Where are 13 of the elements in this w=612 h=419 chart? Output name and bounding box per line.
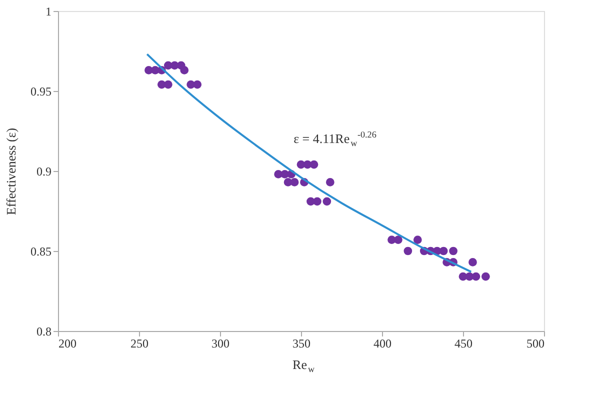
x-tick-label: 450 — [454, 336, 472, 350]
y-tick-label: 0.85 — [30, 244, 52, 258]
y-tick-label: 0.9 — [36, 164, 52, 178]
y-tick-label: 0.8 — [36, 324, 52, 338]
x-tick-label: 350 — [292, 336, 310, 350]
x-tick-label: 300 — [212, 336, 230, 350]
y-tick-label: 0.95 — [30, 84, 52, 98]
x-tick-label: 400 — [374, 336, 392, 350]
y-axis-title: Effectiveness (ε) — [4, 128, 18, 216]
y-tick-label: 1 — [46, 4, 52, 18]
x-tick-label: 200 — [58, 336, 76, 350]
x-tick-label: 250 — [130, 336, 148, 350]
x-tick-label: 500 — [526, 336, 544, 350]
